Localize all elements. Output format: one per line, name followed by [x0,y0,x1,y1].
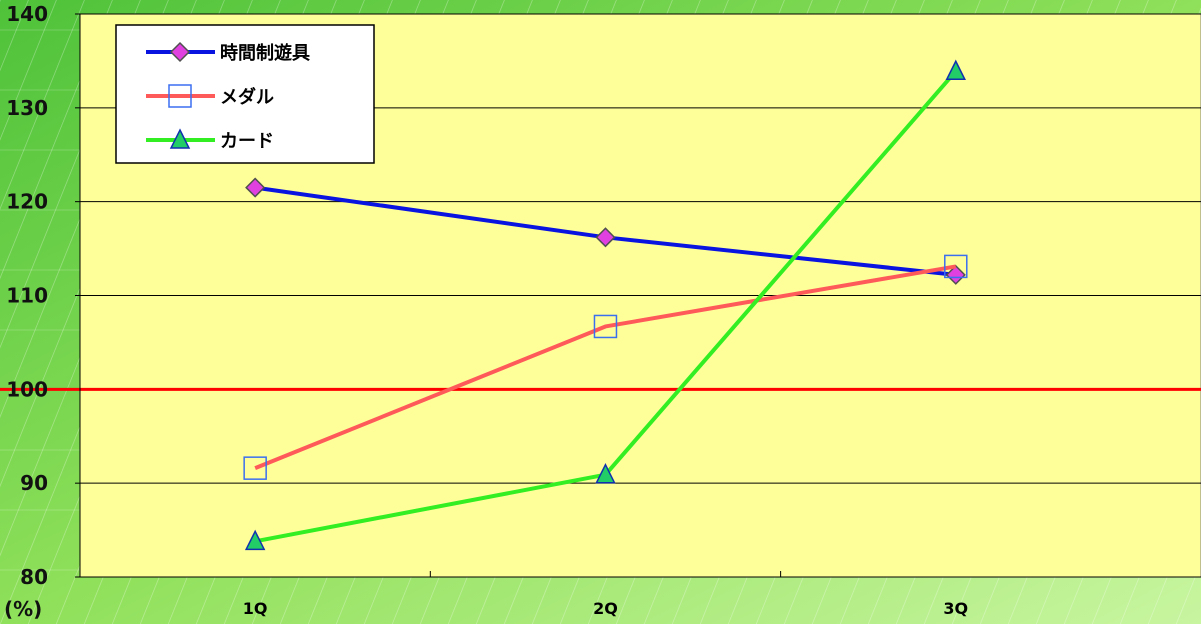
x-tick-label-3Q: 3Q [943,599,968,618]
legend-item-2: カード [146,128,274,152]
legend-marker-2 [169,128,191,149]
data-point-2-1 [595,463,616,484]
data-point-1-2 [944,254,968,279]
legend-item-0: 時間制遊具 [146,41,310,64]
y-tick-label-80: 80 [20,565,48,589]
axis-labels: 80 90 100 110 120 130 140 (%) 1Q 2Q 3Q [4,2,968,621]
data-point-1-1 [593,314,618,339]
series-line-1 [254,264,957,471]
y-unit-label: (%) [4,597,42,621]
data-point-0-1 [595,227,616,248]
legend-label-1: メダル [220,86,274,108]
y-tick-label-90: 90 [20,471,48,495]
legend-label-0: 時間制遊具 [220,42,310,64]
series-2 [244,59,966,551]
series-group [243,59,968,551]
y-tick-label-140: 140 [6,2,48,26]
legend-label-2: カード [220,131,274,152]
y-tick-label-120: 120 [6,190,48,214]
y-tick-label-130: 130 [6,96,48,120]
legend-marker-0 [169,41,191,63]
series-0 [245,177,966,285]
legend-marker-1 [168,84,192,108]
x-tick-label-2Q: 2Q [593,599,618,618]
axes [79,14,1201,578]
y-tick-label-100: 100 [6,377,48,401]
legend-item-1: メダル [146,84,274,108]
series-1 [243,254,968,480]
y-tick-label-110: 110 [6,284,48,308]
data-point-2-2 [945,59,966,80]
data-point-1-0 [243,456,267,480]
x-tick-label-1Q: 1Q [243,599,268,618]
data-point-0-0 [245,177,266,198]
data-point-0-2 [945,264,966,285]
data-point-2-0 [244,529,266,551]
